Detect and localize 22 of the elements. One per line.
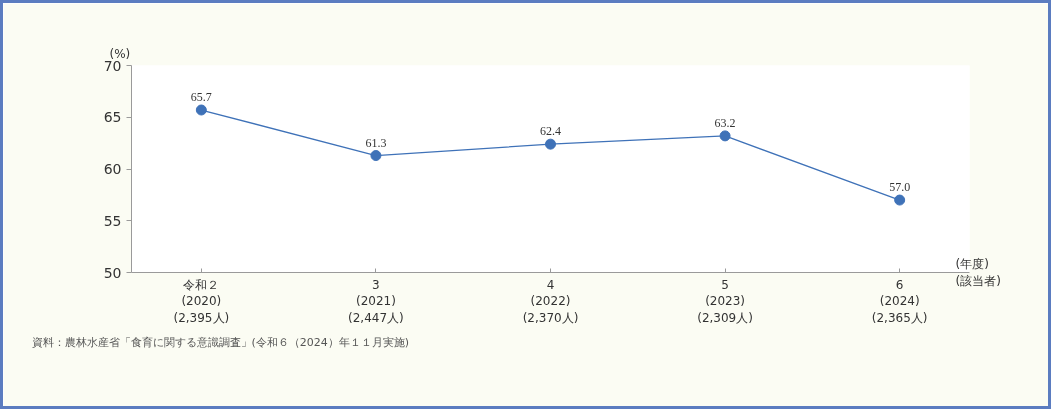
x-tick-label: 6 (2024) (2,365人) xyxy=(871,277,928,326)
data-label: 63.2 xyxy=(714,115,736,130)
x-tick-label: 5 (2023) (2,309人) xyxy=(697,277,753,326)
x-tick-label: 令和２ (2020) (2,395人) xyxy=(173,277,230,326)
point xyxy=(195,104,207,116)
point xyxy=(894,194,906,206)
y-tick-label: 65 xyxy=(103,109,122,126)
x-tick-label: 4 (2022) (2,370人) xyxy=(522,277,579,326)
data-label: 57.0 xyxy=(889,180,911,195)
x-tick-label: 3 (2021) (2,447人) xyxy=(348,277,404,326)
text: 資料：農林水産省「食育に関する意識調査」(令和６（2024）年１１月実施) xyxy=(31,335,410,349)
y-tick-label: 50 xyxy=(103,264,122,281)
y-tick-label: 60 xyxy=(103,161,122,177)
y-axis-title: (%) xyxy=(109,46,131,61)
x-axis-title: (年度) (該当者) xyxy=(955,257,1001,288)
data-label: 62.4 xyxy=(540,124,561,139)
data-label: 65.7 xyxy=(190,90,212,104)
point xyxy=(719,130,731,142)
y-tick-label: 55 xyxy=(103,212,122,229)
point xyxy=(545,138,556,150)
data-label: 61.3 xyxy=(365,135,387,150)
point xyxy=(370,150,382,162)
